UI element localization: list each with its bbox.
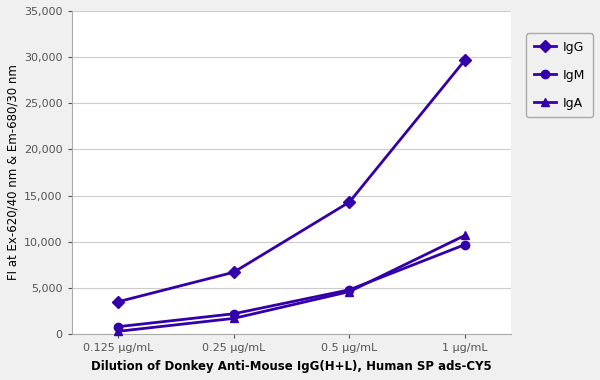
- IgM: [346, 288, 353, 292]
- IgA: [115, 329, 122, 334]
- IgG: [115, 299, 122, 304]
- IgA: [461, 233, 469, 238]
- IgA: [230, 316, 238, 321]
- Line: IgM: IgM: [114, 241, 469, 331]
- Line: IgA: IgA: [114, 231, 469, 336]
- IgG: [346, 200, 353, 204]
- Y-axis label: FI at Ex-620/40 nm & Em-680/30 nm: FI at Ex-620/40 nm & Em-680/30 nm: [7, 65, 20, 280]
- X-axis label: Dilution of Donkey Anti-Mouse IgG(H+L), Human SP ads-CY5: Dilution of Donkey Anti-Mouse IgG(H+L), …: [91, 360, 492, 373]
- IgM: [115, 325, 122, 329]
- IgM: [461, 242, 469, 247]
- IgG: [230, 270, 238, 274]
- Line: IgG: IgG: [114, 56, 469, 306]
- Legend: IgG, IgM, IgA: IgG, IgM, IgA: [526, 33, 593, 117]
- IgA: [346, 289, 353, 294]
- IgG: [461, 58, 469, 62]
- IgM: [230, 312, 238, 316]
